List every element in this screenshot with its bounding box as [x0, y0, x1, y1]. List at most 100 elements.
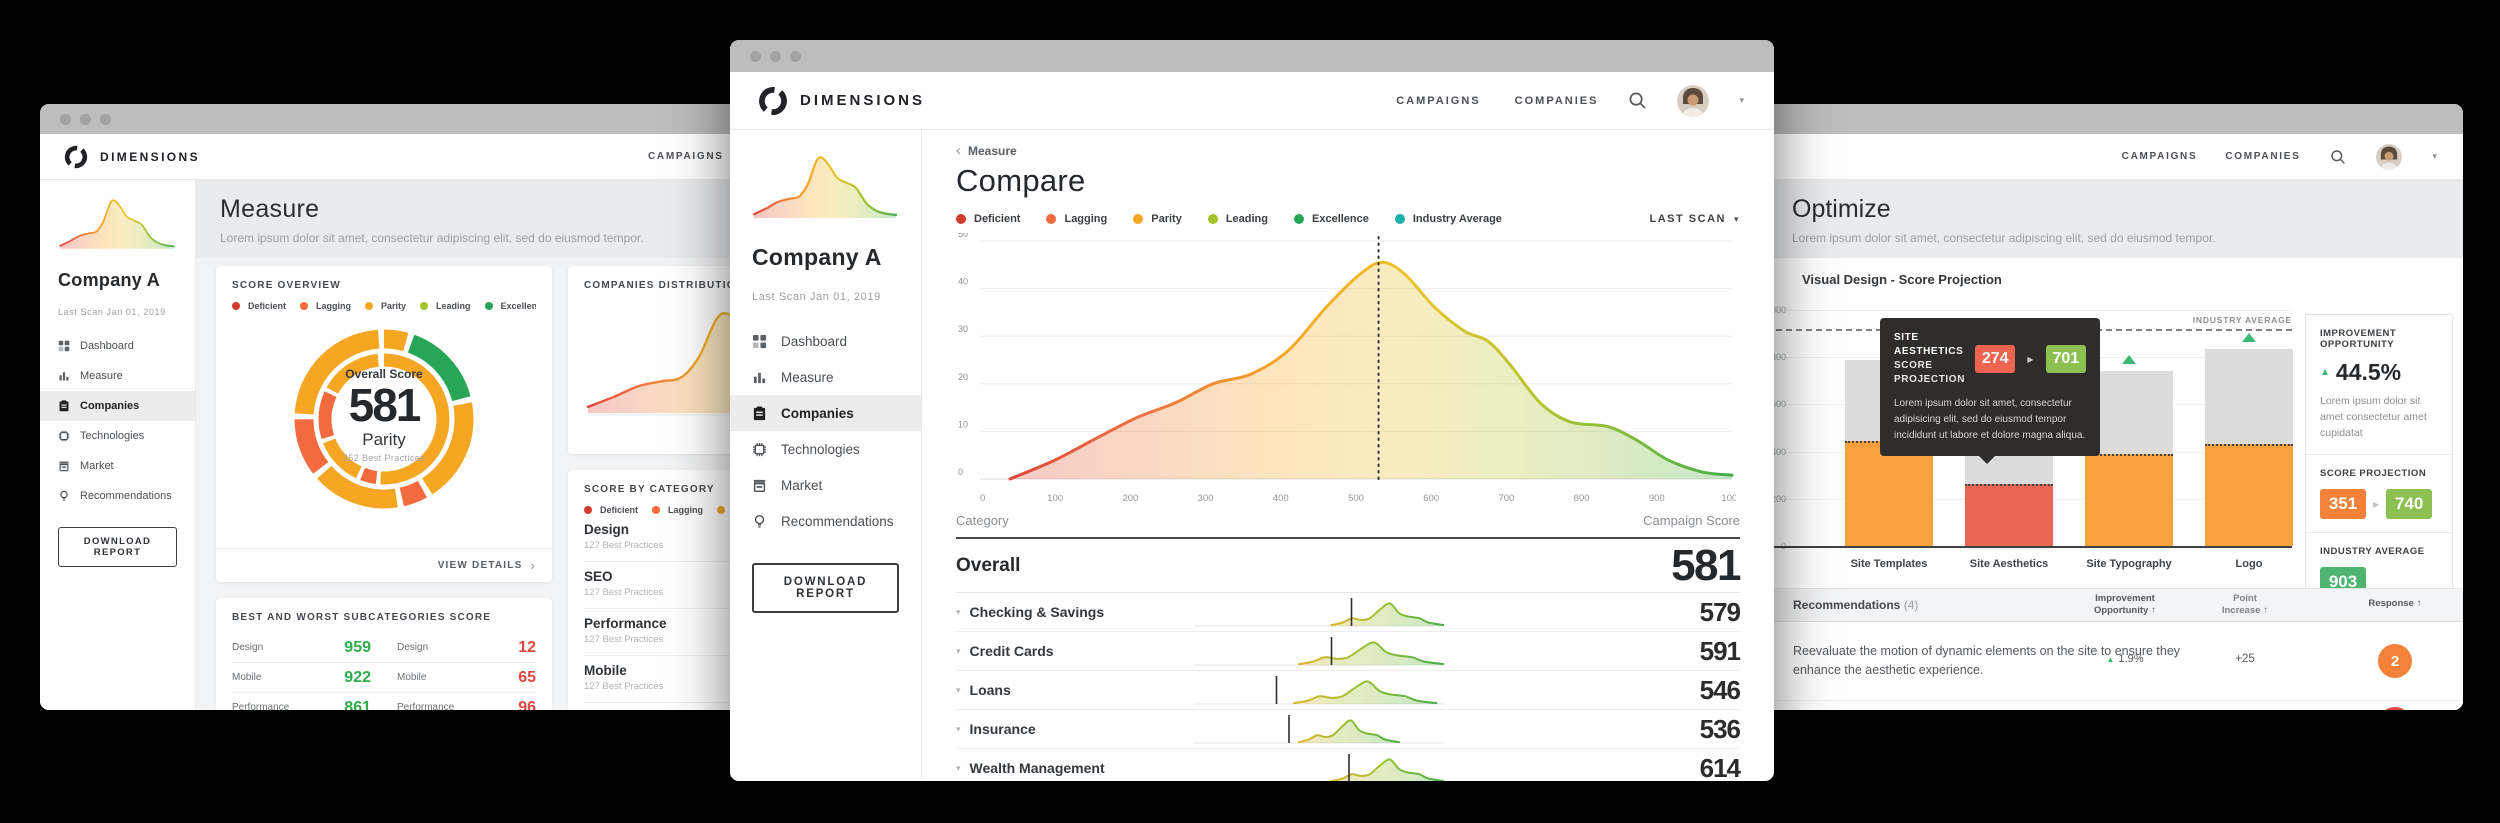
table-row-loans[interactable]: ▾ Loans 546 — [956, 671, 1741, 710]
campaign-score-value: 546 — [1699, 674, 1741, 705]
brand[interactable]: DIMENSIONS — [64, 145, 200, 169]
legend-dot-icon — [365, 302, 374, 310]
sidebar-item-companies[interactable]: Companies — [730, 395, 921, 431]
overall-score-value: 581 — [348, 379, 422, 431]
legend-label: Deficient — [600, 505, 639, 515]
sidebar-item-dashboard[interactable]: Dashboard — [730, 323, 921, 359]
recommendations-count: (4) — [1903, 598, 1919, 612]
svg-text:10: 10 — [958, 419, 968, 429]
projection-from-badge: 351 — [2320, 489, 2366, 520]
sidebar-item-technologies[interactable]: Technologies — [40, 421, 195, 451]
page-subtitle: Lorem ipsum dolor sit amet, consectetur … — [1792, 231, 2216, 245]
market-store-icon — [753, 479, 766, 492]
sidebar-item-companies[interactable]: Companies — [40, 391, 195, 421]
sidebar-menu: Dashboard Measure Companies Technologies Mar… — [730, 323, 921, 539]
bar-label: Site Typography — [2086, 558, 2172, 570]
svg-text:500: 500 — [1348, 493, 1364, 504]
best-subcategory-score: 922 — [344, 668, 371, 686]
current-score-bar-site-typography[interactable] — [2085, 453, 2173, 546]
sidebar-item-label: Market — [781, 477, 823, 493]
avatar[interactable] — [1677, 84, 1710, 117]
measure-bars-icon — [753, 372, 766, 383]
legend-item-lagging: Lagging — [300, 301, 351, 311]
window-control-dot[interactable] — [770, 50, 781, 62]
y-axis-tick: 600 — [1770, 399, 1786, 410]
search-icon[interactable] — [2330, 149, 2346, 165]
table-row-credit-cards[interactable]: ▾ Credit Cards 591 — [956, 632, 1741, 671]
legend-dot-icon — [1046, 214, 1057, 224]
recommendation-row[interactable]: Include the company logo in imagery wher… — [1180, 700, 2463, 710]
legend-item-deficient: Deficient — [956, 213, 1020, 225]
chevron-down-icon[interactable]: ▾ — [2432, 151, 2437, 161]
window-control-dot[interactable] — [60, 113, 71, 125]
current-score-bar-logo[interactable] — [2205, 444, 2293, 546]
current-score-bar-site-templates[interactable] — [1845, 440, 1933, 546]
campaign-score-value: 614 — [1699, 752, 1741, 782]
breadcrumb[interactable]: ‹ Measure — [956, 142, 1017, 159]
row-expand-caret-icon[interactable]: ▾ — [956, 762, 961, 773]
chevron-down-icon[interactable]: ▾ — [1739, 95, 1744, 105]
sidebar-item-market[interactable]: Market — [40, 451, 195, 481]
column-header-opportunity[interactable]: Improvement Opportunity ↑ — [2093, 593, 2157, 617]
download-report-button[interactable]: DOWNLOAD REPORT — [58, 527, 177, 567]
table-row-insurance[interactable]: ▾ Insurance 536 — [956, 710, 1741, 749]
sidebar-item-dashboard[interactable]: Dashboard — [40, 331, 195, 361]
tooltip-body: Lorem ipsum dolor sit amet, consectetur … — [1894, 398, 2086, 441]
search-icon[interactable] — [1628, 91, 1647, 110]
sidebar-item-measure[interactable]: Measure — [730, 359, 921, 395]
table-row-checking-savings[interactable]: ▾ Checking & Savings 579 — [956, 593, 1741, 632]
compare-main: ‹ Measure Compare Deficient Lagging Parity… — [922, 130, 1774, 781]
table-row-wealth-management[interactable]: ▾ Wealth Management 614 — [956, 749, 1741, 782]
up-triangle-icon: ▲ — [2320, 367, 2330, 378]
nav-link-companies[interactable]: COMPANIES — [2225, 151, 2301, 162]
view-details-link[interactable]: VIEW DETAILS › — [216, 548, 552, 582]
section-title: Visual Design - Score Projection — [1802, 272, 2002, 287]
column-header-campaign-score[interactable]: Campaign Score — [1643, 513, 1740, 528]
sidebar-item-label: Technologies — [80, 430, 145, 442]
row-expand-caret-icon[interactable]: ▾ — [956, 684, 961, 695]
brand[interactable]: DIMENSIONS — [758, 86, 925, 116]
worst-subcategory-name: Design — [397, 642, 429, 653]
score-distribution-sparkline — [1194, 676, 1444, 705]
column-header-response[interactable]: Response ↑ — [2368, 598, 2422, 609]
download-report-button[interactable]: DOWNLOAD REPORT — [752, 563, 899, 613]
measure-bars-icon — [59, 372, 69, 381]
legend-label: Lagging — [316, 301, 352, 311]
window-control-dot[interactable] — [80, 113, 91, 125]
row-expand-caret-icon[interactable]: ▾ — [956, 645, 961, 656]
window-control-dot[interactable] — [790, 50, 801, 62]
response-badge[interactable] — [2378, 707, 2412, 710]
sidebar-item-market[interactable]: Market — [730, 467, 921, 503]
row-expand-caret-icon[interactable]: ▾ — [956, 723, 961, 734]
technologies-chip-icon — [752, 442, 767, 456]
window-control-dot[interactable] — [100, 113, 111, 125]
overall-score-value: 581 — [1671, 540, 1741, 590]
sidebar-item-recommendations[interactable]: Recommendations — [40, 481, 195, 511]
legend-item-parity: Parity — [1133, 213, 1182, 225]
top-navbar: DIMENSIONS CAMPAIGNS COMPANIES ▾ — [730, 72, 1774, 130]
svg-text:900: 900 — [1649, 493, 1665, 504]
sidebar-item-recommendations[interactable]: Recommendations — [730, 503, 921, 539]
nav-link-companies[interactable]: COMPANIES — [1514, 94, 1599, 107]
last-scan-date: Last Scan Jan 01, 2019 — [58, 307, 166, 317]
score-distribution-sparkline — [1194, 637, 1444, 666]
avatar[interactable] — [2376, 143, 2403, 170]
nav-link-campaigns[interactable]: CAMPAIGNS — [1396, 94, 1481, 107]
column-header-points[interactable]: Point Increase ↑ — [2221, 593, 2269, 617]
category-name: SEO — [584, 569, 613, 584]
legend-label: Leading — [1225, 213, 1268, 225]
nav-link-campaigns[interactable]: CAMPAIGNS — [2121, 151, 2198, 162]
nav-link-campaigns[interactable]: CAMPAIGNS — [648, 151, 724, 162]
legend-dot-icon — [956, 214, 966, 224]
sidebar-item-technologies[interactable]: Technologies — [730, 431, 921, 467]
column-header-category[interactable]: Category — [956, 513, 1009, 528]
sidebar-item-measure[interactable]: Measure — [40, 361, 195, 391]
response-badge[interactable]: 2 — [2378, 644, 2412, 678]
sidebar-item-label: Measure — [781, 369, 834, 385]
titlebar[interactable] — [730, 40, 1774, 72]
row-expand-caret-icon[interactable]: ▾ — [956, 606, 961, 617]
window-control-dot[interactable] — [750, 50, 761, 62]
technologies-chip-icon — [58, 430, 70, 442]
last-scan-dropdown[interactable]: LAST SCAN ▾ — [1649, 213, 1740, 225]
current-score-bar-site-aesthetics[interactable] — [1965, 484, 2053, 546]
